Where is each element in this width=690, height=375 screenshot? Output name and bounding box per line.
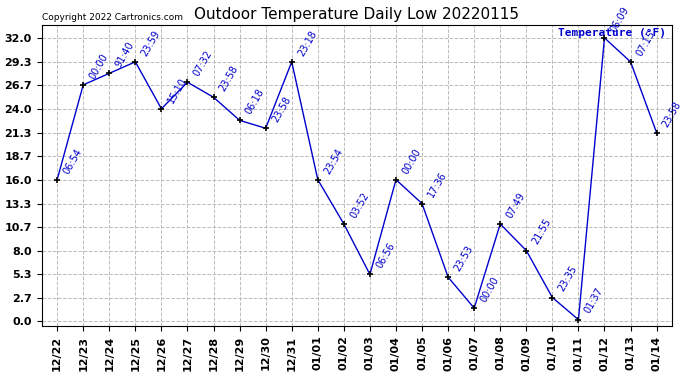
Text: 23:59: 23:59 [139, 28, 162, 58]
Text: 23:18: 23:18 [296, 28, 319, 58]
Text: 07:32: 07:32 [192, 49, 215, 78]
Text: 07:15: 07:15 [635, 28, 658, 58]
Text: 06:54: 06:54 [61, 146, 84, 176]
Text: 07:49: 07:49 [504, 190, 527, 220]
Title: Outdoor Temperature Daily Low 20220115: Outdoor Temperature Daily Low 20220115 [195, 7, 520, 22]
Text: 91:40: 91:40 [113, 40, 136, 69]
Text: 06:09: 06:09 [609, 5, 631, 34]
Text: Copyright 2022 Cartronics.com: Copyright 2022 Cartronics.com [41, 13, 183, 22]
Text: 23:54: 23:54 [322, 146, 344, 176]
Text: 15:10: 15:10 [166, 75, 188, 105]
Text: Temperature (°F): Temperature (°F) [558, 28, 666, 38]
Text: 00:00: 00:00 [478, 275, 501, 304]
Text: 06:56: 06:56 [374, 241, 397, 270]
Text: 01:37: 01:37 [582, 286, 605, 315]
Text: 23:53: 23:53 [452, 244, 475, 273]
Text: 21:55: 21:55 [531, 217, 553, 246]
Text: 23:58: 23:58 [270, 95, 293, 124]
Text: 00:00: 00:00 [400, 147, 423, 176]
Text: 06:18: 06:18 [244, 87, 266, 116]
Text: 00:00: 00:00 [88, 52, 110, 81]
Text: 23:58: 23:58 [218, 64, 240, 93]
Text: 03:52: 03:52 [348, 190, 371, 220]
Text: 17:36: 17:36 [426, 170, 449, 200]
Text: 23:58: 23:58 [661, 99, 684, 129]
Text: 23:35: 23:35 [557, 264, 579, 293]
